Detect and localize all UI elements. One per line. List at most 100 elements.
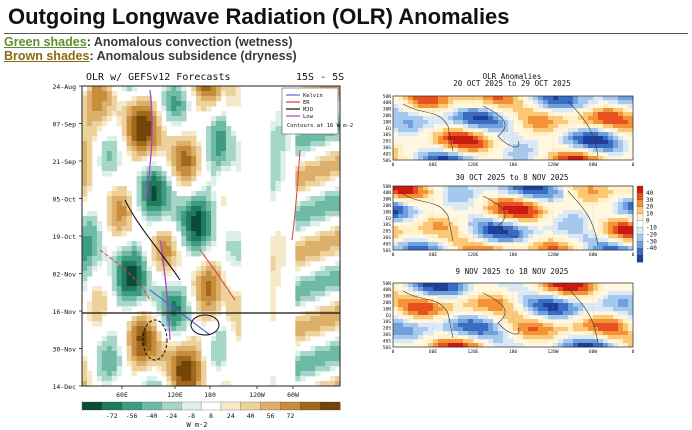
x-tick-label: 60W <box>287 391 299 399</box>
lon-tick-label: 120W <box>547 349 558 355</box>
lon-tick-label: 120W <box>547 162 558 168</box>
map-colorbar-label: 0 <box>646 218 650 225</box>
title-divider <box>4 33 688 34</box>
mjo-contour <box>142 319 168 361</box>
map-panel: 30 OCT 2025 to 8 NOV 2025 50N40N30N20N10N… <box>383 173 635 258</box>
lat-tick-label: 30N <box>383 107 392 113</box>
wave-contour <box>199 249 236 301</box>
y-tick-label: 21-Sep <box>53 158 77 166</box>
lat-tick-label: 10S <box>383 319 392 325</box>
lon-tick-label: 0 <box>392 349 395 355</box>
colorbar-unit: W m-2 <box>186 421 207 429</box>
hovmoller-title: OLR w/ GEFSv12 Forecasts <box>86 72 231 83</box>
map-panel-subtitle: 9 NOV 2025 to 18 NOV 2025 <box>456 267 569 276</box>
lon-tick-label: 0 <box>392 162 395 168</box>
lat-tick-label: 30S <box>383 235 392 241</box>
legend-label: Kelvin <box>303 93 323 99</box>
lat-tick-label: 40S <box>383 151 392 157</box>
lat-tick-label: 30S <box>383 145 392 151</box>
colorbar-swatch <box>320 401 341 411</box>
lat-tick-label: 10N <box>383 306 392 312</box>
lat-tick-label: 20S <box>383 326 392 332</box>
coastline <box>567 287 599 344</box>
map-colorbar-label: 30 <box>646 197 654 204</box>
map-colorbar-swatch <box>636 220 644 228</box>
lat-tick-label: 20N <box>383 300 392 306</box>
lat-tick-label: 40N <box>383 190 392 196</box>
brown-shades-key: Brown shades <box>4 49 90 63</box>
colorbar-label: -40 <box>146 412 158 420</box>
wave-contour <box>291 149 301 241</box>
map-colorbar-swatch <box>636 241 644 249</box>
map-colorbar-label: -40 <box>646 245 657 252</box>
lon-tick-label: 60E <box>429 252 438 258</box>
colorbar-label: -24 <box>165 412 177 420</box>
y-tick-label: 19-Oct <box>53 233 77 241</box>
coastline <box>482 195 520 238</box>
legend-label: ER <box>303 100 310 106</box>
map-colorbar-swatch <box>636 227 644 235</box>
map-colorbar-swatch <box>636 248 644 256</box>
mjo-contour <box>190 314 220 336</box>
x-tick-label: 60E <box>116 391 128 399</box>
y-tick-label: 05-Oct <box>53 196 77 204</box>
lat-tick-label: 10N <box>383 209 392 215</box>
lat-tick-label: 30N <box>383 197 392 203</box>
colorbar-label: -8 <box>187 412 195 420</box>
wave-contour <box>99 249 151 301</box>
colorbar-label: 56 <box>267 412 275 420</box>
map-colorbar-swatch <box>636 206 644 215</box>
map-panel-subtitle: 30 OCT 2025 to 8 NOV 2025 <box>456 173 569 182</box>
lon-tick-label: 60W <box>589 349 598 355</box>
map-colorbar-label: 40 <box>646 190 654 197</box>
colorbar-label: 72 <box>286 412 294 420</box>
x-tick-label: 120W <box>249 391 265 399</box>
colorbar-label: -72 <box>106 412 118 420</box>
y-tick-label: 14-Dec <box>53 383 77 391</box>
map-colorbar-label: -20 <box>646 231 657 238</box>
map-panel: 9 NOV 2025 to 18 NOV 2025 50N40N30N20N10N… <box>383 267 635 355</box>
y-tick-label: 02-Nov <box>53 271 77 279</box>
lat-tick-label: 20N <box>383 203 392 209</box>
coastline <box>567 100 599 157</box>
lon-tick-label: 180 <box>509 349 518 355</box>
lat-tick-label: 30N <box>383 294 392 300</box>
hovmoller-subtitle: 15S - 5S <box>296 72 344 83</box>
lon-tick-label: 120E <box>467 252 478 258</box>
lat-tick-label: 10S <box>383 132 392 138</box>
lat-tick-label: EQ <box>385 313 391 319</box>
lat-tick-label: 20S <box>383 229 392 235</box>
lat-tick-label: 50N <box>383 184 392 190</box>
lat-tick-label: 50S <box>383 158 392 164</box>
colorbar-label: 24 <box>227 412 235 420</box>
coastline <box>482 105 520 148</box>
lat-tick-label: 20S <box>383 139 392 145</box>
lon-tick-label: 120W <box>547 252 558 258</box>
lat-tick-label: EQ <box>385 216 391 222</box>
lat-tick-label: 10N <box>383 119 392 125</box>
y-tick-label: 07-Sep <box>53 121 77 129</box>
lon-tick-label: 180 <box>509 252 518 258</box>
lon-tick-label: 60E <box>429 349 438 355</box>
lon-tick-label: 180 <box>509 162 518 168</box>
y-tick-label: 30-Nov <box>53 346 77 354</box>
legend-line-subsidence: Brown shades: Anomalous subsidence (dryn… <box>4 49 297 63</box>
x-tick-label: 120E <box>167 391 183 399</box>
coastline <box>402 103 454 152</box>
lat-tick-label: 40S <box>383 241 392 247</box>
lat-tick-label: 30S <box>383 332 392 338</box>
map-colorbar-label: -10 <box>646 224 657 231</box>
contour-note: Contours at 16 W m-2 <box>287 123 353 129</box>
lon-tick-label: 60W <box>589 252 598 258</box>
lat-tick-label: 40S <box>383 338 392 344</box>
map-panel: 20 OCT 2025 to 29 OCT 202550N40N30N20N10… <box>383 79 635 168</box>
map-colorbar-swatch <box>636 213 644 221</box>
lon-tick-label: 120E <box>467 349 478 355</box>
map-colorbar-label: -30 <box>646 238 657 245</box>
colorbar-label: 40 <box>247 412 255 420</box>
map-colorbar-swatch <box>636 254 644 263</box>
map-frame <box>392 95 634 161</box>
maps-title: OLR Anomalies <box>483 72 542 81</box>
